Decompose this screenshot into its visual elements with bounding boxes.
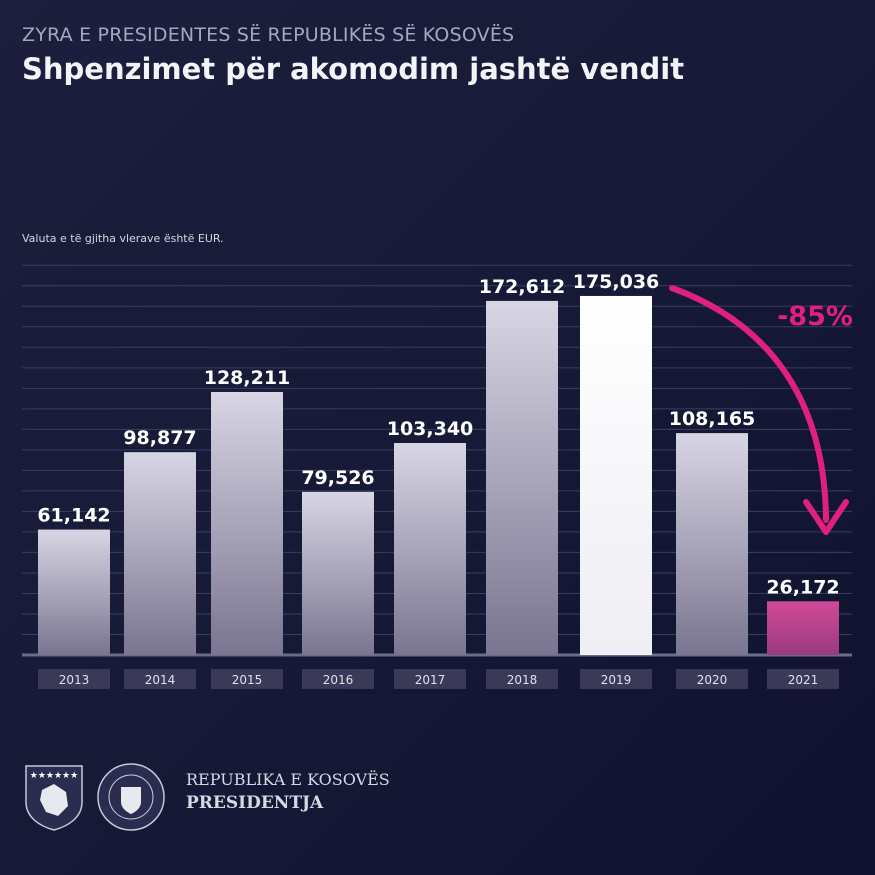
- year-tab-2017: [394, 669, 466, 689]
- x-tick-label: 2020: [697, 673, 728, 687]
- bar-2016: [302, 491, 374, 655]
- value-label-2014: 98,877: [123, 427, 196, 449]
- bar-2019: [580, 295, 652, 655]
- value-label-2015: 128,211: [204, 367, 291, 389]
- value-label-2021: 26,172: [766, 576, 839, 598]
- bar-2015: [211, 392, 283, 655]
- footer-branding: REPUBLIKA E KOSOVËS PRESIDENTJA: [186, 770, 390, 813]
- bar-2021: [767, 601, 839, 655]
- year-tab-2021: [767, 669, 839, 689]
- year-tab-2020: [676, 669, 748, 689]
- footer-line1: REPUBLIKA E KOSOVËS: [186, 770, 390, 789]
- x-tick-label: 2021: [788, 673, 819, 687]
- x-tick-label: 2015: [232, 673, 263, 687]
- svg-text:★★★★★★: ★★★★★★: [30, 771, 78, 781]
- decline-arrow: [669, 285, 829, 523]
- x-tick-label: 2019: [601, 673, 632, 687]
- bar-2013: [38, 529, 110, 655]
- x-tick-label: 2014: [145, 673, 176, 687]
- bar-2018: [486, 300, 558, 655]
- year-tab-2018: [486, 669, 558, 689]
- bar-2017: [394, 443, 466, 655]
- percent-change-label: -85%: [777, 301, 853, 332]
- kosovo-coat-of-arms-icon: ★★★★★★: [25, 765, 83, 831]
- year-tab-2016: [302, 669, 374, 689]
- arrowhead-icon: [803, 499, 849, 535]
- page-title: Shpenzimet për akomodim jashtë vendit: [22, 52, 685, 86]
- year-tab-2019: [580, 669, 652, 689]
- value-label-2019: 175,036: [573, 271, 660, 293]
- year-tab-2015: [211, 669, 283, 689]
- year-tab-2014: [124, 669, 196, 689]
- year-tab-2013: [38, 669, 110, 689]
- x-tick-label: 2016: [323, 673, 354, 687]
- presidency-seal-icon: [97, 763, 165, 831]
- supertitle: ZYRA E PRESIDENTES SË REPUBLIKËS SË KOSO…: [22, 24, 515, 46]
- value-label-2018: 172,612: [479, 276, 566, 298]
- footer-line2: PRESIDENTJA: [186, 793, 324, 813]
- x-tick-label: 2017: [415, 673, 446, 687]
- bar-2020: [676, 433, 748, 655]
- currency-note: Valuta e të gjitha vlerave është EUR.: [22, 232, 224, 245]
- value-label-2013: 61,142: [37, 505, 110, 527]
- bar-2014: [124, 452, 196, 655]
- value-label-2017: 103,340: [387, 418, 474, 440]
- x-tick-label: 2013: [59, 673, 90, 687]
- x-tick-label: 2018: [507, 673, 538, 687]
- value-label-2016: 79,526: [301, 467, 374, 489]
- value-label-2020: 108,165: [669, 408, 756, 430]
